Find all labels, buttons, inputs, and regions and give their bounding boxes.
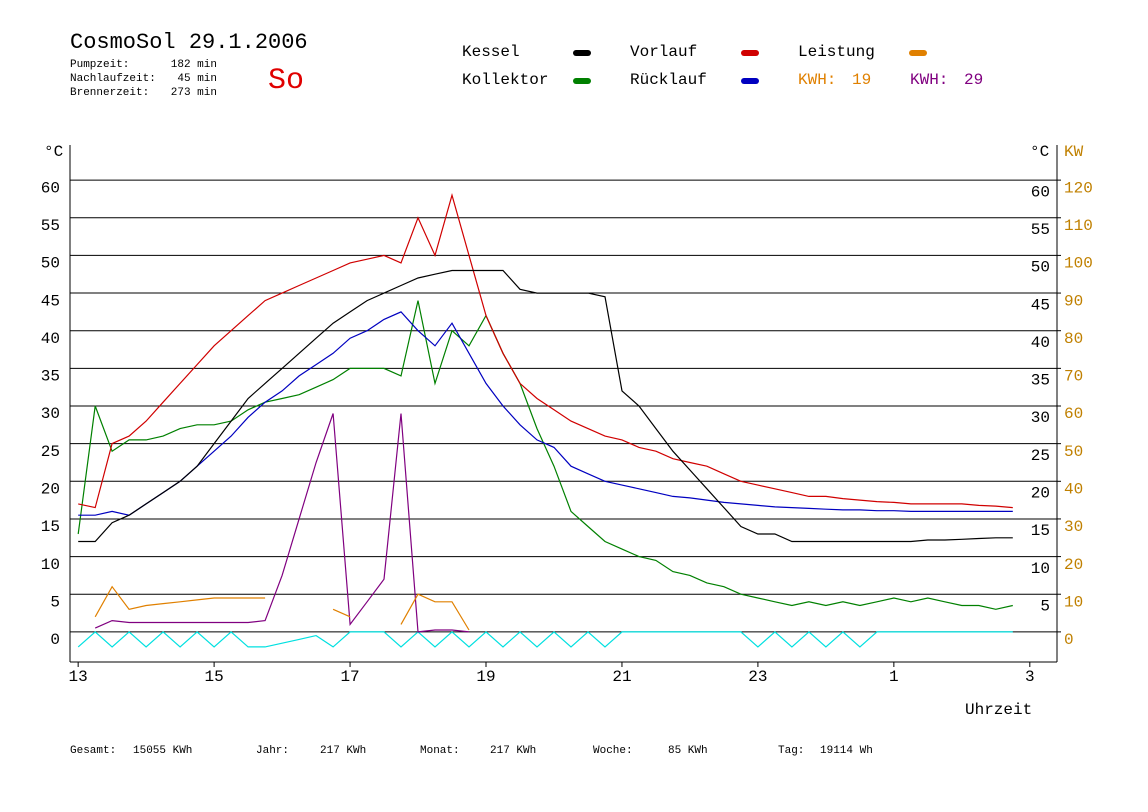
x-tick-label: 21 bbox=[612, 668, 631, 686]
series-line bbox=[78, 192, 1013, 509]
footer-value: 15055 KWh bbox=[133, 745, 192, 757]
footer-label: Tag: bbox=[778, 745, 804, 757]
x-tick-label: 23 bbox=[748, 668, 767, 686]
x-axis-label: Uhrzeit bbox=[965, 701, 1032, 719]
y-tick-label: 10 bbox=[41, 556, 60, 574]
footer-label: Gesamt: bbox=[70, 745, 116, 757]
y-tick-label-right: 30 bbox=[1031, 409, 1050, 427]
info-value: 182 min bbox=[171, 59, 217, 71]
footer-label: Jahr: bbox=[256, 745, 289, 757]
y-tick-label-right: 55 bbox=[1031, 221, 1050, 239]
footer-label: Monat: bbox=[420, 745, 460, 757]
y-tick-label: 20 bbox=[41, 481, 60, 499]
y2-tick-label: 120 bbox=[1064, 179, 1093, 197]
y-tick-label-right: 40 bbox=[1031, 334, 1050, 352]
kwh-label: KWH: bbox=[798, 71, 836, 89]
legend-label: Leistung bbox=[798, 43, 875, 61]
y-tick-label-right: 50 bbox=[1031, 259, 1050, 277]
y2-axis-label-c: °C bbox=[1030, 143, 1049, 161]
info-label: Nachlaufzeit: bbox=[70, 73, 156, 85]
y-tick-label: 60 bbox=[41, 179, 60, 197]
y2-tick-label: 100 bbox=[1064, 255, 1093, 273]
x-tick-label: 19 bbox=[476, 668, 495, 686]
info-value: 45 min bbox=[177, 73, 217, 85]
series-line bbox=[78, 311, 1013, 516]
day: So bbox=[268, 64, 304, 98]
kwh-value: 19 bbox=[852, 71, 871, 89]
y-tick-label-right: 10 bbox=[1031, 560, 1050, 578]
y2-tick-label: 110 bbox=[1064, 217, 1093, 235]
y-tick-label: 25 bbox=[41, 443, 60, 461]
y-tick-label-right: 25 bbox=[1031, 447, 1050, 465]
series-line bbox=[94, 413, 470, 633]
y-tick-label: 15 bbox=[41, 518, 60, 536]
y2-tick-label: 60 bbox=[1064, 405, 1083, 423]
footer-value: 19114 Wh bbox=[820, 745, 873, 757]
y2-tick-label: 70 bbox=[1064, 368, 1083, 386]
x-tick-label: 3 bbox=[1025, 668, 1035, 686]
chart-title: CosmoSol 29.1.2006 bbox=[70, 30, 308, 55]
info-label: Brennerzeit: bbox=[70, 87, 149, 99]
y-tick-label: 55 bbox=[41, 217, 60, 235]
footer-value: 217 KWh bbox=[490, 745, 536, 757]
legend-label: Vorlauf bbox=[630, 43, 697, 61]
y2-tick-label: 10 bbox=[1064, 593, 1083, 611]
series-line bbox=[78, 269, 1013, 543]
y-tick-label: 30 bbox=[41, 405, 60, 423]
series-line bbox=[77, 631, 1013, 648]
y-tick-label: 40 bbox=[41, 330, 60, 348]
y-tick-label: 45 bbox=[41, 292, 60, 310]
info-value: 273 min bbox=[171, 87, 217, 99]
kwh-label: KWH: bbox=[910, 71, 948, 89]
y2-tick-label: 40 bbox=[1064, 481, 1083, 499]
info-label: Pumpzeit: bbox=[70, 59, 129, 71]
y-tick-label: 5 bbox=[50, 593, 60, 611]
y-tick-label: 50 bbox=[41, 255, 60, 273]
y-tick-label: 35 bbox=[41, 368, 60, 386]
y-tick-label-right: 35 bbox=[1031, 372, 1050, 390]
kwh-value: 29 bbox=[964, 71, 983, 89]
x-tick-label: 1 bbox=[889, 668, 899, 686]
y-axis-label: °C bbox=[44, 143, 63, 161]
y2-tick-label: 80 bbox=[1064, 330, 1083, 348]
y2-axis-label: KW bbox=[1064, 143, 1084, 161]
x-tick-label: 15 bbox=[205, 668, 224, 686]
y2-tick-label: 90 bbox=[1064, 292, 1083, 310]
series-line bbox=[77, 300, 1013, 610]
legend-label: Kessel bbox=[462, 43, 520, 61]
y2-tick-label: 50 bbox=[1064, 443, 1083, 461]
x-tick-label: 13 bbox=[69, 668, 88, 686]
y2-tick-label: 20 bbox=[1064, 556, 1083, 574]
y-tick-label-right: 20 bbox=[1031, 485, 1050, 503]
y-tick-label-right: 5 bbox=[1040, 597, 1050, 615]
y2-tick-label: 0 bbox=[1064, 631, 1074, 649]
y-tick-label: 0 bbox=[50, 631, 60, 649]
y-tick-label-right: 60 bbox=[1031, 183, 1050, 201]
legend-label: Rücklauf bbox=[630, 71, 707, 89]
y-tick-label-right: 15 bbox=[1031, 522, 1050, 540]
series-line bbox=[94, 585, 470, 631]
y-tick-label-right: 45 bbox=[1031, 296, 1050, 314]
footer-value: 85 KWh bbox=[668, 745, 708, 757]
footer-label: Woche: bbox=[593, 745, 633, 757]
y2-tick-label: 30 bbox=[1064, 518, 1083, 536]
footer-value: 217 KWh bbox=[320, 745, 366, 757]
x-tick-label: 17 bbox=[340, 668, 359, 686]
legend-label: Kollektor bbox=[462, 71, 548, 89]
